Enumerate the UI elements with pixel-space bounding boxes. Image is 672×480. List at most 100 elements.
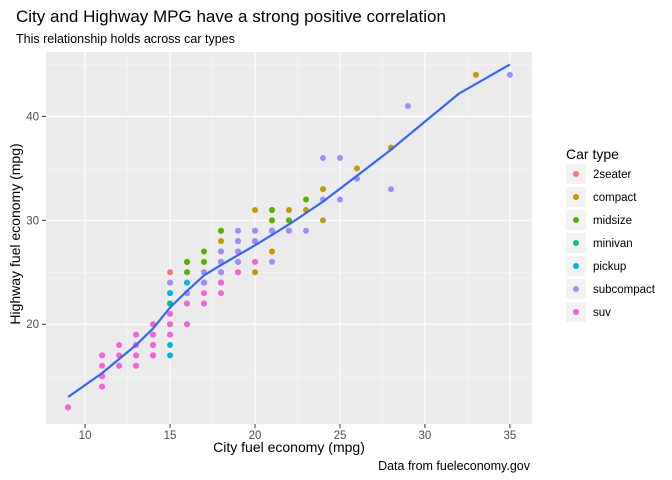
x-tick-label: 30 (419, 430, 432, 442)
data-point-midsize (218, 227, 225, 234)
legend-label-compact: compact (593, 192, 637, 204)
data-point-subcompact (269, 258, 276, 265)
data-point-compact (472, 71, 479, 78)
data-point-suv (150, 352, 157, 359)
data-point-subcompact (336, 154, 343, 161)
y-tick-label: 20 (26, 319, 39, 331)
trend-line (67, 63, 511, 398)
data-point-subcompact (235, 258, 242, 265)
x-tick-label: 20 (249, 430, 262, 442)
data-point-suv (184, 321, 191, 328)
data-points (65, 71, 513, 411)
data-point-suv (99, 352, 106, 359)
data-point-subcompact (319, 154, 326, 161)
x-tick-label: 10 (79, 430, 92, 442)
data-point-suv (218, 290, 225, 297)
data-point-suv (150, 331, 157, 338)
data-point-subcompact (404, 103, 411, 110)
data-point-midsize (184, 258, 191, 265)
data-point-suv (133, 352, 140, 359)
data-point-subcompact (218, 248, 225, 255)
data-point-compact (286, 206, 292, 213)
legend-swatch-compact (573, 194, 579, 200)
data-point-pickup (167, 352, 174, 359)
y-tick-label: 40 (26, 111, 39, 123)
data-point-suv (133, 331, 140, 338)
data-point-midsize (286, 217, 292, 224)
data-point-suv (167, 331, 174, 338)
legend-label-pickup: pickup (593, 261, 626, 273)
legend-title: Car type (566, 146, 619, 162)
data-point-suv (99, 383, 106, 390)
data-point-suv (116, 362, 123, 369)
data-point-subcompact (336, 196, 343, 203)
data-point-subcompact (235, 238, 242, 245)
data-point-suv (133, 362, 140, 369)
legend-swatch-midsize (573, 217, 579, 223)
data-point-subcompact (387, 186, 394, 193)
legend-label-midsize: midsize (593, 215, 632, 227)
y-tick-label: 30 (26, 215, 39, 227)
x-tick-label: 15 (164, 430, 177, 442)
data-point-suv (167, 321, 174, 328)
grid-minor (46, 52, 532, 424)
data-point-pickup (167, 342, 174, 349)
data-point-suv (116, 342, 123, 349)
data-point-suv (235, 269, 242, 276)
data-point-compact (353, 165, 360, 172)
x-axis: 10 15 20 25 30 35 (79, 424, 517, 442)
data-point-midsize (184, 269, 191, 276)
legend-label-2seater: 2seater (593, 169, 632, 181)
data-point-compact (319, 186, 326, 193)
data-point-subcompact (252, 227, 259, 234)
grid-major (46, 52, 532, 424)
data-point-compact (252, 206, 259, 213)
data-point-subcompact (218, 269, 225, 276)
data-point-pickup (167, 290, 174, 297)
data-point-suv (65, 404, 72, 411)
data-point-suv (201, 290, 208, 297)
data-point-compact (252, 269, 259, 276)
legend-label-subcompact: subcompact (593, 284, 656, 296)
data-point-suv (99, 362, 106, 369)
legend-swatch-suv (573, 309, 579, 315)
data-point-suv (184, 300, 191, 307)
data-point-midsize (302, 196, 309, 203)
data-point-subcompact (167, 279, 174, 286)
data-point-suv (201, 300, 208, 307)
chart-title: City and Highway MPG have a strong posit… (16, 7, 446, 26)
x-tick-label: 25 (334, 430, 347, 442)
chart-subtitle: This relationship holds across car types (16, 32, 235, 46)
data-point-subcompact (269, 227, 276, 234)
legend-swatch-2seater (573, 171, 579, 177)
data-point-midsize (201, 248, 208, 255)
data-point-compact (319, 217, 326, 224)
x-tick-label: 35 (504, 430, 517, 442)
data-point-suv (150, 342, 157, 349)
data-point-compact (269, 248, 276, 255)
data-point-suv (167, 310, 174, 317)
chart-caption: Data from fueleconomy.gov (378, 459, 531, 473)
data-point-suv (252, 258, 259, 265)
legend-label-suv: suv (593, 307, 611, 319)
y-axis-title: Highway fuel economy (mpg) (7, 143, 23, 324)
legend-swatch-minivan (573, 240, 579, 246)
data-point-subcompact (506, 71, 513, 78)
y-axis: 20 30 40 (26, 111, 46, 331)
data-point-subcompact (252, 238, 259, 245)
data-point-compact (218, 238, 225, 245)
data-point-midsize (201, 258, 208, 265)
data-point-midsize (269, 206, 276, 213)
x-axis-title: City fuel economy (mpg) (213, 439, 365, 455)
legend-swatch-pickup (573, 263, 579, 269)
legend: Car type 2seater compact midsize minivan pic… (566, 146, 656, 322)
data-point-subcompact (201, 279, 208, 286)
data-point-suv (218, 279, 225, 286)
data-point-subcompact (235, 227, 242, 234)
plot-panel (46, 52, 532, 424)
data-point-2seater (167, 269, 174, 276)
data-point-subcompact (302, 227, 309, 234)
legend-swatch-subcompact (573, 286, 579, 292)
data-point-midsize (269, 217, 276, 224)
